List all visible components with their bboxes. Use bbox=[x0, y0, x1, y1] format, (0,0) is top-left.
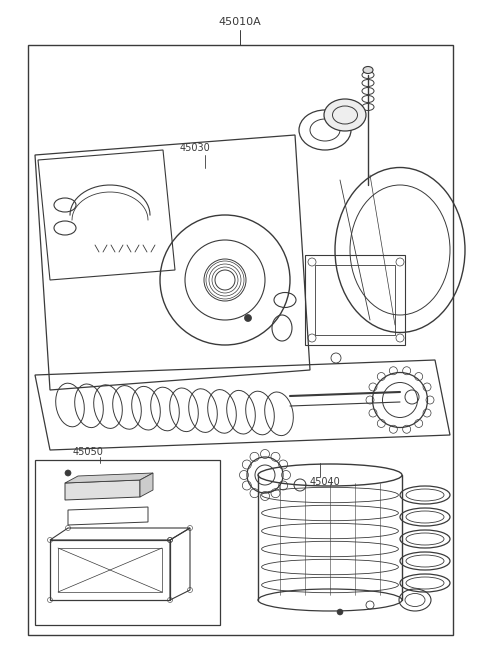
Bar bbox=[28, 45, 453, 635]
Circle shape bbox=[65, 470, 71, 476]
Ellipse shape bbox=[363, 67, 373, 73]
Bar bbox=[315, 265, 395, 335]
Bar bbox=[305, 255, 405, 345]
Text: 45040: 45040 bbox=[310, 477, 341, 487]
Polygon shape bbox=[65, 480, 140, 500]
Ellipse shape bbox=[324, 99, 366, 131]
Polygon shape bbox=[140, 473, 153, 497]
Circle shape bbox=[337, 609, 343, 615]
Text: 45010A: 45010A bbox=[218, 17, 262, 27]
Bar bbox=[35, 460, 220, 625]
Text: 45030: 45030 bbox=[180, 143, 211, 153]
Text: 45050: 45050 bbox=[73, 447, 104, 457]
Circle shape bbox=[244, 314, 252, 322]
Polygon shape bbox=[65, 473, 153, 483]
